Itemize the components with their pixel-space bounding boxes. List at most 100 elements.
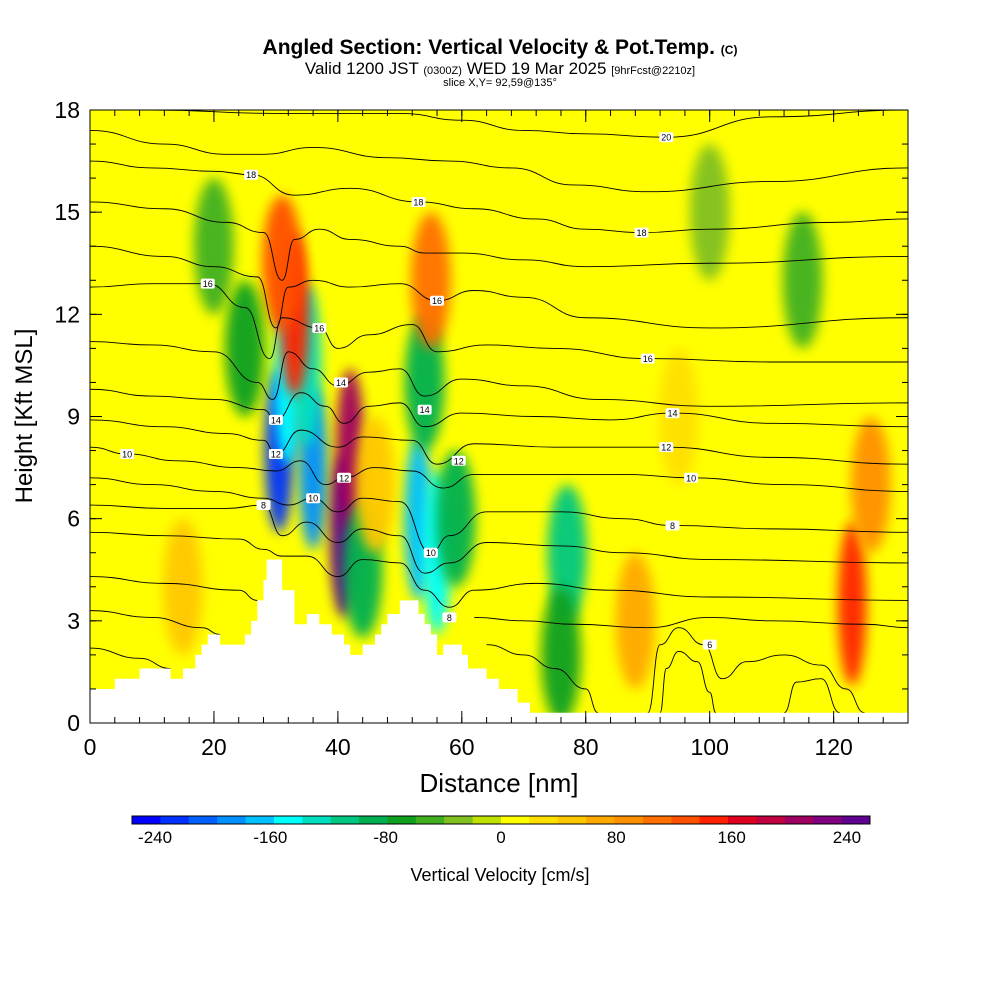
colorbar-swatch <box>359 816 388 824</box>
colorbar-swatch <box>387 816 417 824</box>
velocity-cell <box>355 416 395 553</box>
contour-label-bg <box>120 448 135 459</box>
contour-label-bg <box>430 295 445 306</box>
contour-label: 16 <box>203 279 213 289</box>
colorbar-swatch <box>642 816 672 824</box>
contour-label-bg <box>256 500 271 511</box>
colorbar: -240 -160 -80 0 80 160 240 <box>131 815 871 847</box>
colorbar-swatch <box>586 816 616 824</box>
contour-label: 10 <box>426 548 436 558</box>
theta-contour <box>647 627 865 714</box>
colorbar-swatch <box>245 816 275 824</box>
colorbar-swatch <box>841 816 871 824</box>
x-tick-label: 20 <box>201 734 227 760</box>
chart-title: Angled Section: Vertical Velocity & Pot.… <box>0 36 1000 60</box>
contour-label-bg <box>244 169 259 180</box>
contour-label: 14 <box>668 409 678 419</box>
colorbar-swatch <box>529 816 559 824</box>
contour-label: 12 <box>454 456 464 466</box>
contour-label-bg <box>684 472 699 483</box>
colorbar-tick-label: 80 <box>607 828 626 847</box>
colorbar-frame <box>131 815 871 825</box>
theta-contour <box>140 110 908 138</box>
contour-label-bg <box>442 612 457 623</box>
theta-contour <box>90 647 171 669</box>
colorbar-swatch <box>756 816 786 824</box>
y-tick-label: 12 <box>54 301 80 327</box>
colorbar-swatch <box>160 816 190 824</box>
theta-contour <box>783 678 840 714</box>
x-tick-label: 100 <box>691 734 729 760</box>
colorbar-swatch <box>671 816 701 824</box>
contour-label: 14 <box>336 378 346 388</box>
velocity-cell <box>689 144 730 281</box>
colorbar-swatch <box>302 816 332 824</box>
y-tick-label: 0 <box>67 710 80 736</box>
x-tick-label: 0 <box>84 734 97 760</box>
velocity-cell <box>782 212 823 349</box>
valid-date: WED 19 Mar 2025 <box>466 59 607 78</box>
contour-label: 8 <box>670 521 675 531</box>
contour-label-bg <box>417 404 432 415</box>
contour-label: 14 <box>271 415 281 425</box>
potential-temperature-contours <box>90 110 908 714</box>
colorbar-swatch <box>501 816 530 824</box>
velocity-cell <box>163 518 203 655</box>
x-tick-label: 80 <box>573 734 599 760</box>
colorbar-swatch <box>728 816 757 824</box>
contour-label: 16 <box>432 296 442 306</box>
contour-label: 16 <box>643 354 653 364</box>
colorbar-tick-label: -80 <box>373 828 398 847</box>
colorbar-swatch <box>132 816 161 824</box>
contour-label: 16 <box>314 323 324 333</box>
contour-label: 18 <box>637 228 647 238</box>
theta-contour <box>90 446 908 492</box>
velocity-cell <box>411 212 451 349</box>
colorbar-swatch <box>217 816 247 824</box>
contour-label-bg <box>659 132 674 143</box>
y-axis: 0 3 6 9 12 15 18 <box>54 97 908 736</box>
y-tick-label: 15 <box>54 199 80 225</box>
contour-label: 12 <box>339 473 349 483</box>
colorbar-swatch <box>444 816 474 824</box>
colorbar-tick-label: -240 <box>138 828 172 847</box>
contour-label-bg <box>333 377 348 388</box>
contour-label: 12 <box>661 443 671 453</box>
slice-info: slice X,Y= 92,59@135° <box>443 77 557 89</box>
theta-contour <box>90 610 221 635</box>
theta-contour <box>90 201 908 281</box>
chart-title-tag: (C) <box>720 43 738 57</box>
y-tick-label: 18 <box>54 97 80 123</box>
velocity-cell <box>541 586 581 723</box>
contour-label: 10 <box>686 473 696 483</box>
y-tick-label: 3 <box>67 608 80 634</box>
contour-labels: 20 18 18 18 16 16 16 16 14 14 14 14 12 12 12 12 10 10 10 10… <box>120 132 717 650</box>
terrain-mask <box>90 559 908 723</box>
contour-label-bg <box>268 414 283 425</box>
colorbar-tick-label: 240 <box>833 828 861 847</box>
x-axis-label: Distance [nm] <box>420 768 579 798</box>
theta-contour <box>90 245 908 329</box>
y-tick-label: 9 <box>67 404 80 430</box>
velocity-cell <box>837 522 867 686</box>
colorbar-tick-label: 160 <box>717 828 745 847</box>
contour-label: 20 <box>661 133 671 143</box>
contour-label: 10 <box>308 494 318 504</box>
contour-label-bg <box>665 408 680 419</box>
contour-label-bg <box>634 227 649 238</box>
colorbar-swatch <box>699 816 729 824</box>
theta-contour <box>90 160 908 234</box>
contour-label-bg <box>268 448 283 459</box>
theta-contour <box>90 504 908 574</box>
colorbar-swatch <box>415 816 445 824</box>
y-tick-label: 6 <box>67 506 80 532</box>
colorbar-tick-label: -160 <box>253 828 287 847</box>
contour-label-bg <box>423 547 438 558</box>
contour-label: 14 <box>420 405 430 415</box>
colorbar-swatch <box>330 816 360 824</box>
contour-label-bg <box>411 196 426 207</box>
contour-label: 6 <box>707 640 712 650</box>
contour-label-bg <box>200 278 215 289</box>
contour-label-bg <box>659 442 674 453</box>
